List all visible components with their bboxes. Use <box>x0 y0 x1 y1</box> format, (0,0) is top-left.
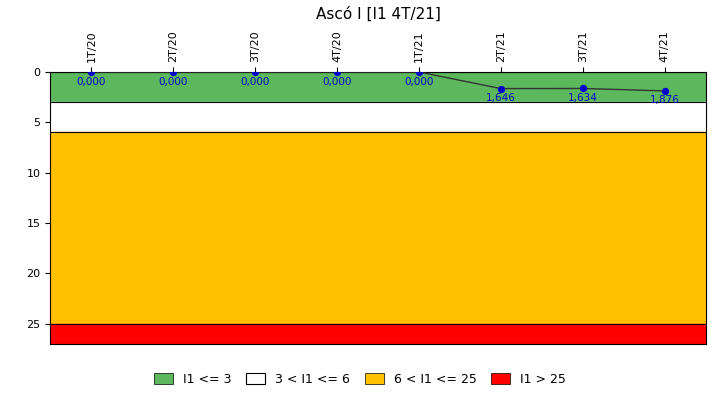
Point <box>413 69 425 75</box>
Point <box>495 85 507 92</box>
Bar <box>50 72 706 102</box>
Point <box>577 85 588 92</box>
Point <box>659 88 670 94</box>
Point <box>331 69 343 75</box>
Text: 1,634: 1,634 <box>568 93 598 103</box>
Text: 1,876: 1,876 <box>649 96 680 106</box>
Legend: I1 <= 3, 3 < I1 <= 6, 6 < I1 <= 25, I1 > 25: I1 <= 3, 3 < I1 <= 6, 6 < I1 <= 25, I1 >… <box>150 369 570 390</box>
Text: 0,000: 0,000 <box>158 76 188 86</box>
Title: Ascó I [I1 4T/21]: Ascó I [I1 4T/21] <box>315 7 441 22</box>
Text: 0,000: 0,000 <box>240 76 270 86</box>
Text: 0,000: 0,000 <box>404 76 433 86</box>
Point <box>249 69 261 75</box>
Bar <box>50 102 706 132</box>
Bar <box>50 132 706 324</box>
Text: 0,000: 0,000 <box>76 76 106 86</box>
Bar <box>50 324 706 344</box>
Point <box>86 69 97 75</box>
Text: 0,000: 0,000 <box>323 76 352 86</box>
Text: 1,646: 1,646 <box>486 93 516 103</box>
Point <box>168 69 179 75</box>
